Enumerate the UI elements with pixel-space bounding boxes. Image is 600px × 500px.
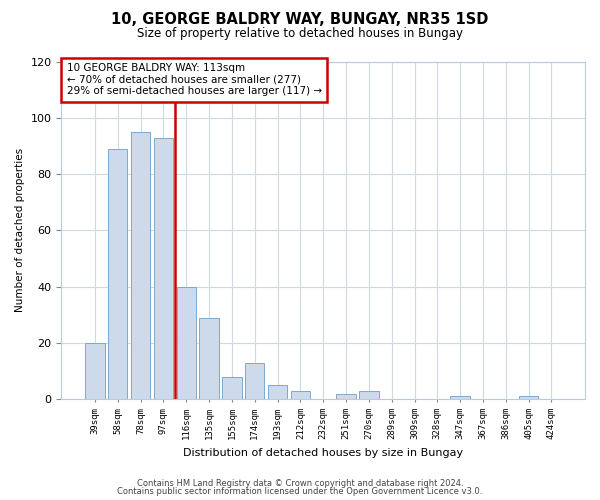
Text: 10 GEORGE BALDRY WAY: 113sqm
← 70% of detached houses are smaller (277)
29% of s: 10 GEORGE BALDRY WAY: 113sqm ← 70% of de… bbox=[67, 63, 322, 96]
Text: 10, GEORGE BALDRY WAY, BUNGAY, NR35 1SD: 10, GEORGE BALDRY WAY, BUNGAY, NR35 1SD bbox=[112, 12, 488, 28]
Bar bbox=[337, 394, 356, 400]
Bar bbox=[154, 138, 173, 400]
Bar bbox=[268, 385, 287, 400]
Bar bbox=[359, 391, 379, 400]
Bar bbox=[131, 132, 150, 400]
Text: Contains public sector information licensed under the Open Government Licence v3: Contains public sector information licen… bbox=[118, 487, 482, 496]
Bar bbox=[222, 377, 242, 400]
X-axis label: Distribution of detached houses by size in Bungay: Distribution of detached houses by size … bbox=[183, 448, 463, 458]
Y-axis label: Number of detached properties: Number of detached properties bbox=[15, 148, 25, 312]
Bar bbox=[519, 396, 538, 400]
Bar bbox=[176, 286, 196, 400]
Bar bbox=[108, 149, 127, 400]
Bar bbox=[199, 318, 219, 400]
Text: Contains HM Land Registry data © Crown copyright and database right 2024.: Contains HM Land Registry data © Crown c… bbox=[137, 478, 463, 488]
Bar bbox=[451, 396, 470, 400]
Bar bbox=[290, 391, 310, 400]
Text: Size of property relative to detached houses in Bungay: Size of property relative to detached ho… bbox=[137, 28, 463, 40]
Bar bbox=[85, 343, 104, 400]
Bar bbox=[245, 362, 265, 400]
